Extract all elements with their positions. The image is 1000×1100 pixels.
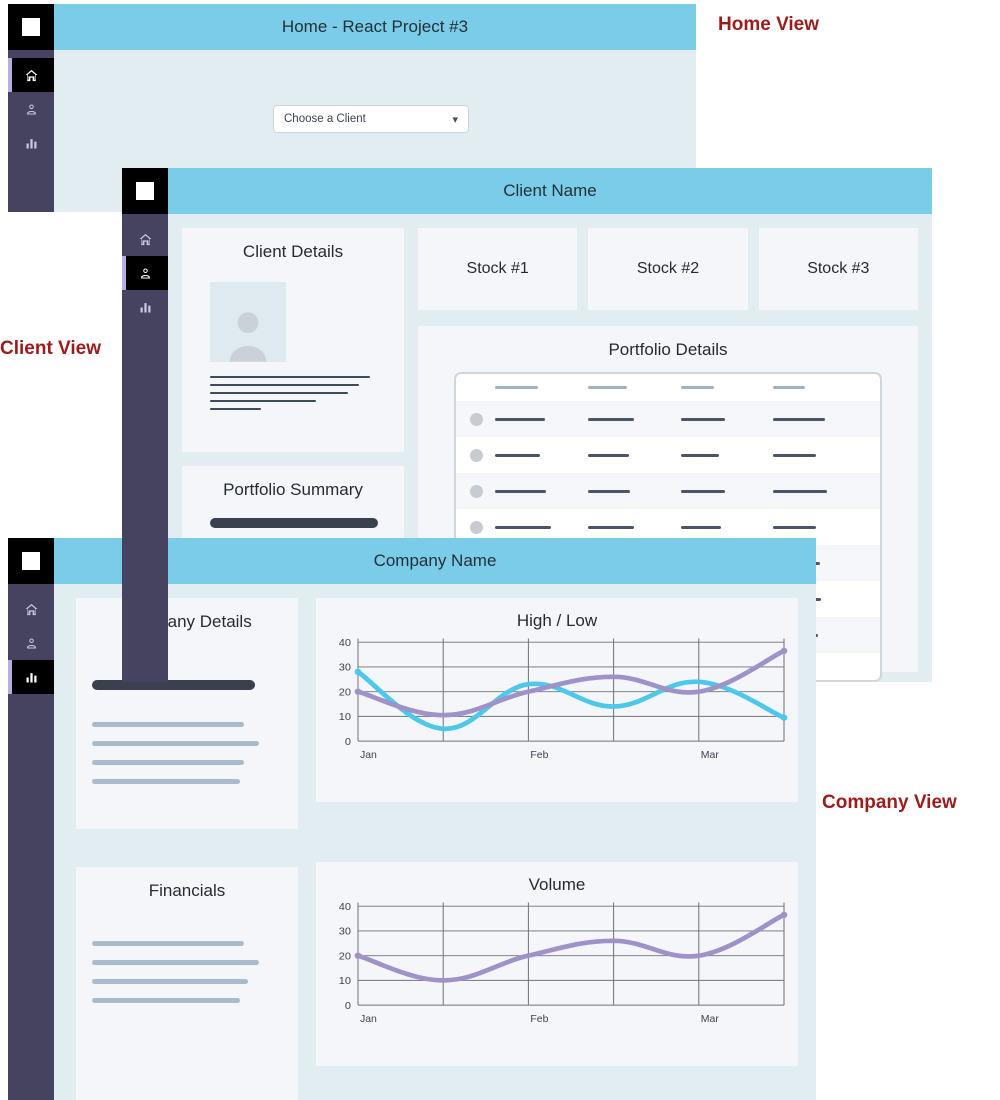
- table-row[interactable]: [456, 473, 880, 509]
- high-low-chart-title: High / Low: [516, 611, 598, 630]
- sidebar-item-home[interactable]: [122, 222, 168, 256]
- portfolio-summary-bar: [210, 518, 378, 528]
- app-logo[interactable]: [8, 538, 54, 584]
- svg-text:10: 10: [339, 711, 351, 723]
- table-row[interactable]: [456, 509, 880, 545]
- svg-text:40: 40: [339, 637, 351, 649]
- client-view-title: Client Name: [168, 168, 932, 214]
- person-icon: [26, 638, 36, 648]
- client-sidebar: [122, 168, 168, 682]
- client-avatar: [210, 282, 286, 362]
- bar-chart-icon: [140, 302, 150, 312]
- stock-card-1[interactable]: Stock #1: [418, 228, 578, 310]
- company-details-title: Company Details: [122, 612, 252, 631]
- person-icon: [26, 104, 36, 114]
- logo-square-icon: [22, 552, 40, 570]
- row-avatar-icon: [470, 484, 483, 498]
- logo-square-icon: [22, 18, 40, 36]
- financials-panel: Financials: [76, 867, 298, 1100]
- volume-chart-plot: 0 10 20 30 40 Jan Feb Mar: [339, 901, 788, 1025]
- table-header-row: [456, 374, 880, 401]
- svg-text:10: 10: [339, 975, 351, 987]
- svg-text:30: 30: [339, 926, 351, 938]
- annotation-client-view: Client View: [0, 338, 102, 359]
- sidebar-item-company[interactable]: [8, 660, 54, 694]
- sidebar-item-client[interactable]: [122, 256, 168, 290]
- client-left-column: Client Details: [182, 228, 404, 586]
- financials-lines: [92, 941, 282, 1017]
- bar-chart-icon: [26, 672, 36, 682]
- svg-text:Jan: Jan: [360, 750, 377, 761]
- row-avatar-icon: [470, 412, 483, 426]
- volume-chart-title: Volume: [528, 875, 586, 894]
- portfolio-summary-title: Portfolio Summary: [223, 480, 363, 499]
- sidebar-item-client[interactable]: [8, 626, 54, 660]
- person-icon: [140, 268, 150, 278]
- client-details-panel: Client Details: [182, 228, 404, 452]
- company-details-panel: Company Details: [76, 598, 298, 829]
- svg-text:Jan: Jan: [360, 1014, 377, 1025]
- stock-card-row: Stock #1 Stock #2 Stock #3: [418, 228, 918, 310]
- table-row[interactable]: [456, 401, 880, 437]
- svg-text:20: 20: [339, 951, 351, 963]
- chevron-down-icon: ▾: [452, 113, 458, 126]
- company-view-body: Company Details Financials: [54, 584, 816, 1100]
- logo-square-icon: [136, 182, 154, 200]
- app-logo[interactable]: [122, 168, 168, 214]
- svg-text:Mar: Mar: [701, 750, 720, 761]
- annotation-home-view: Home View: [718, 14, 820, 35]
- sidebar-item-home[interactable]: [8, 58, 54, 92]
- sidebar-item-home[interactable]: [8, 592, 54, 626]
- svg-text:20: 20: [339, 687, 351, 699]
- app-logo[interactable]: [8, 4, 54, 50]
- company-view-title: Company Name: [54, 538, 816, 584]
- svg-text:0: 0: [345, 736, 351, 748]
- sidebar-item-company[interactable]: [122, 290, 168, 324]
- row-avatar-icon: [470, 448, 483, 462]
- financials-title: Financials: [148, 881, 226, 900]
- svg-text:0: 0: [345, 1000, 351, 1012]
- stock-card-3[interactable]: Stock #3: [758, 228, 918, 310]
- portfolio-details-title: Portfolio Details: [608, 340, 728, 359]
- home-icon: [25, 69, 37, 81]
- bar-chart-icon: [26, 138, 36, 148]
- client-select-value: Choose a Client: [284, 113, 366, 125]
- client-select-dropdown[interactable]: Choose a Client ▾: [273, 105, 469, 133]
- volume-chart-card: Volume 0 10 20 30 40 Jan Feb Mar: [316, 862, 798, 1066]
- home-view-title: Home - React Project #3: [54, 4, 696, 50]
- annotation-company-view: Company View: [822, 792, 957, 813]
- company-view-window: Company Details Financials: [8, 538, 816, 1100]
- home-view-window: Choose a Client ▾ Home - React Project #…: [8, 4, 696, 212]
- svg-text:40: 40: [339, 901, 351, 913]
- client-detail-lines: [210, 376, 370, 416]
- home-sidebar: [8, 4, 54, 212]
- svg-text:Feb: Feb: [530, 750, 548, 761]
- home-icon: [139, 233, 151, 245]
- company-sidebar: [8, 538, 54, 1100]
- sidebar-item-company[interactable]: [8, 126, 54, 160]
- header-cells: [495, 386, 866, 389]
- svg-text:Feb: Feb: [530, 1014, 548, 1025]
- home-icon: [25, 603, 37, 615]
- person-placeholder-icon: [229, 312, 267, 362]
- svg-text:Mar: Mar: [701, 1014, 720, 1025]
- company-left-column: Company Details Financials: [76, 598, 298, 1100]
- sidebar-item-client[interactable]: [8, 92, 54, 126]
- row-avatar-icon: [470, 520, 483, 534]
- client-details-title: Client Details: [242, 242, 344, 261]
- high-low-chart-card: High / Low 0 10 20 30 40 Jan Feb Mar: [316, 598, 798, 802]
- company-detail-lines: [92, 680, 282, 798]
- table-row[interactable]: [456, 437, 880, 473]
- high-low-chart-plot: 0 10 20 30 40 Jan Feb Mar: [339, 637, 788, 761]
- stock-card-2[interactable]: Stock #2: [588, 228, 748, 310]
- svg-text:30: 30: [339, 662, 351, 674]
